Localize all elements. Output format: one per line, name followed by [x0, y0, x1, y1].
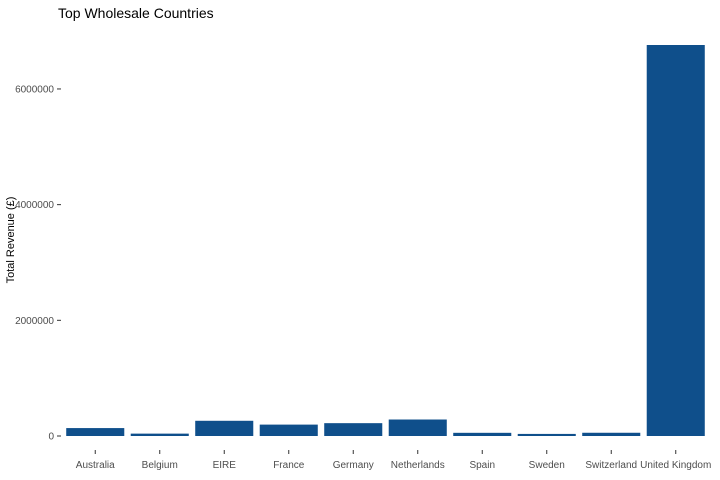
bar-netherlands: [388, 419, 447, 436]
x-tick-label: United Kingdom: [640, 460, 711, 471]
bar-switzerland: [582, 432, 641, 436]
bar-belgium: [130, 433, 189, 436]
y-axis-title: Total Revenue (£): [5, 197, 17, 284]
bars-group: [66, 45, 705, 436]
x-tick-label: EIRE: [213, 460, 237, 471]
x-tick-label: Sweden: [529, 460, 565, 471]
x-tick-label: Australia: [76, 460, 115, 471]
bar-australia: [66, 428, 125, 436]
x-tick-label: Netherlands: [391, 460, 445, 471]
bar-france: [259, 424, 318, 436]
bar-spain: [453, 432, 512, 436]
bar-sweden: [517, 433, 576, 436]
bar-eire: [195, 420, 254, 436]
x-tick-label: Switzerland: [585, 460, 637, 471]
x-tick-label: Germany: [333, 460, 374, 471]
x-tick-label: Spain: [469, 460, 495, 471]
x-tick-label: Belgium: [142, 460, 178, 471]
y-tick-label: 6000000: [15, 84, 54, 95]
x-tick-label: France: [273, 460, 305, 471]
y-axis: 0 2000000 4000000 6000000: [15, 84, 61, 443]
bar-germany: [324, 423, 383, 436]
chart-title: Top Wholesale Countries: [58, 5, 214, 21]
y-tick-label: 0: [48, 432, 54, 443]
y-tick-label: 4000000: [15, 200, 54, 211]
y-tick-label: 2000000: [15, 316, 54, 327]
bar-united-kingdom: [646, 45, 705, 436]
x-axis: Australia Belgium EIRE France Germany Netherl…: [76, 450, 711, 471]
